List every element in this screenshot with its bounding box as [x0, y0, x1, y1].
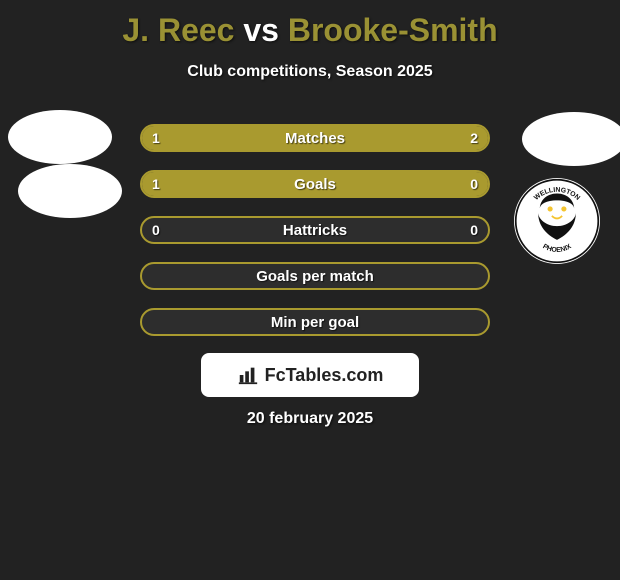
player2-name: Brooke-Smith	[288, 12, 498, 48]
stat-bar-label: Hattricks	[142, 218, 488, 242]
comparison-bars: Matches12Goals10Hattricks00Goals per mat…	[140, 124, 490, 354]
source-badge: FcTables.com	[201, 353, 419, 397]
stat-bar-label: Matches	[142, 126, 488, 150]
player1-avatar-1	[8, 110, 112, 164]
snapshot-date: 20 february 2025	[0, 410, 620, 428]
stat-bar-value-left: 1	[152, 126, 160, 150]
player2-avatar-1	[522, 112, 620, 166]
stat-bar-value-right: 0	[470, 218, 478, 242]
stat-bar-value-right: 2	[470, 126, 478, 150]
stat-bar: Hattricks0 0	[140, 216, 490, 244]
source-badge-text: FcTables.com	[265, 365, 384, 386]
stat-bar: Goals1 0	[140, 170, 490, 198]
stat-bar: Goals per match	[140, 262, 490, 290]
vs-text: vs	[243, 12, 279, 48]
comparison-title: J. Reec vs Brooke-Smith	[0, 0, 620, 49]
stat-bar-label: Goals	[142, 172, 488, 196]
stat-bar: Matches1 2	[140, 124, 490, 152]
stat-bar-label: Min per goal	[142, 310, 488, 334]
stat-bar-value-right: 0	[470, 172, 478, 196]
stat-bar: Min per goal	[140, 308, 490, 336]
stat-bar-label: Goals per match	[142, 264, 488, 288]
stat-bar-value-left: 1	[152, 172, 160, 196]
player1-avatar-2	[18, 164, 122, 218]
player1-name: J. Reec	[122, 12, 234, 48]
stat-bar-value-left: 0	[152, 218, 160, 242]
chart-bar-icon	[237, 364, 259, 386]
player2-club-crest: WELLINGTON PHOENIX	[514, 178, 600, 264]
crest-svg: WELLINGTON PHOENIX	[514, 178, 600, 264]
subtitle: Club competitions, Season 2025	[0, 63, 620, 81]
